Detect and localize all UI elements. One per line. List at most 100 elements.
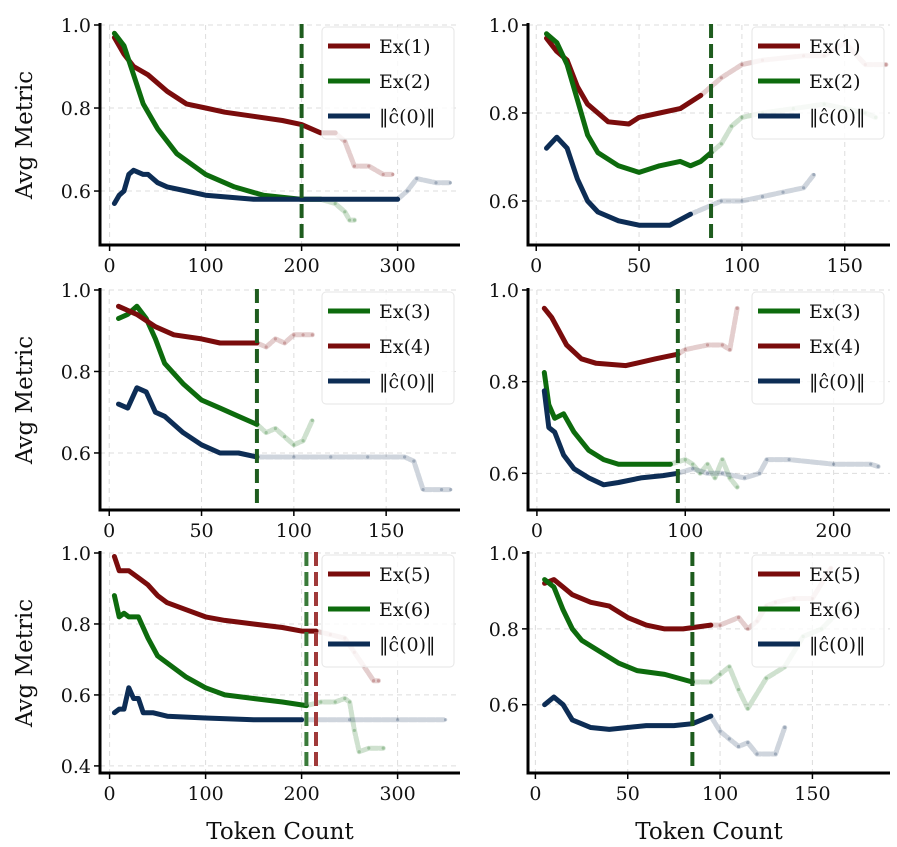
data-point: [884, 63, 888, 67]
data-point: [117, 707, 121, 711]
data-point: [300, 197, 304, 201]
data-point: [348, 197, 352, 201]
data-point: [698, 471, 702, 475]
x-tick-label: 0: [103, 520, 115, 542]
data-point: [705, 462, 710, 466]
x-tick-label: 50: [627, 255, 651, 277]
data-point: [596, 210, 600, 214]
series-line: [544, 134, 693, 228]
data-point: [348, 218, 352, 222]
data-point: [218, 341, 222, 345]
data-point: [141, 102, 145, 106]
legend-box: [751, 26, 885, 140]
data-point: [565, 63, 569, 67]
data-point: [333, 700, 337, 704]
legend-label: Ex(5): [379, 564, 431, 586]
data-point: [555, 41, 559, 45]
data-point: [156, 593, 160, 598]
data-point: [122, 611, 126, 615]
data-point: [736, 615, 741, 620]
data-point: [757, 471, 762, 475]
data-point: [719, 142, 723, 146]
data-point: [184, 189, 188, 193]
data-point: [343, 210, 347, 214]
x-tick-label: 0: [530, 255, 542, 277]
data-point: [283, 341, 287, 345]
legend: Ex(5) Ex(6) ‖ĉ(0)‖: [321, 554, 455, 668]
series-line: [116, 303, 260, 427]
data-point: [586, 133, 590, 137]
panel-bottom-left: 0.4 0.6 0.8 1.0 0 100 200 300 Avg Metric Token Co…: [12, 543, 460, 845]
data-point: [740, 199, 744, 203]
data-point: [184, 675, 188, 679]
data-point: [572, 430, 576, 434]
legend-label: Ex(6): [809, 599, 861, 621]
data-point: [719, 199, 723, 203]
data-point: [765, 457, 769, 462]
data-point: [236, 341, 241, 345]
legend-label: ‖ĉ(0)‖: [379, 106, 436, 128]
data-point: [653, 462, 658, 466]
data-point: [773, 752, 778, 756]
data-point: [343, 696, 347, 701]
data-point: [117, 569, 121, 573]
data-point: [117, 615, 121, 619]
x-tick-label: 300: [379, 783, 415, 805]
data-point: [728, 476, 732, 480]
data-point: [688, 212, 693, 216]
data-point: [575, 85, 579, 89]
data-point: [218, 451, 222, 455]
data-point: [372, 679, 376, 683]
data-point: [112, 201, 116, 206]
data-point: [616, 164, 621, 168]
data-point: [699, 93, 703, 97]
data-point: [564, 343, 569, 347]
y-axis-label: Avg Metric: [12, 71, 38, 200]
legend-label: ‖ĉ(0)‖: [809, 634, 866, 656]
data-point: [542, 370, 546, 375]
x-tick-label: 300: [379, 255, 415, 277]
data-point: [255, 422, 259, 427]
panel-top-left: 0.6 0.8 1.0 0 100 200 300 Avg Metric Ex(1) Ex(2) ‖…: [12, 15, 460, 277]
data-point: [550, 315, 554, 320]
data-point: [746, 741, 750, 745]
data-point: [396, 197, 400, 201]
data-point: [547, 425, 551, 430]
y-tick-label: 1.0: [61, 543, 91, 565]
data-point: [204, 716, 208, 720]
data-point: [561, 585, 565, 589]
data-point: [175, 152, 179, 156]
y-tick-label: 1.0: [61, 280, 91, 302]
data-point: [718, 623, 722, 627]
data-point: [639, 462, 643, 466]
legend-box: [321, 554, 455, 668]
data-point: [439, 488, 444, 492]
legend-label: Ex(6): [379, 599, 431, 621]
data-point: [184, 102, 188, 106]
data-point: [586, 102, 590, 106]
legend-box: [751, 554, 885, 668]
series-line-faded: [675, 457, 881, 481]
y-tick-label: 0.8: [61, 614, 91, 636]
data-point: [764, 676, 768, 680]
data-point: [381, 172, 385, 177]
data-point: [644, 623, 648, 627]
data-point: [165, 89, 169, 94]
data-point: [787, 457, 791, 462]
data-point: [117, 193, 121, 197]
data-point: [352, 728, 356, 733]
data-point: [204, 615, 208, 619]
panel-middle-right: 0.6 0.8 1.0 0 100 200 Ex(3) Ex(4) ‖ĉ(0)‖: [489, 280, 890, 542]
data-point: [688, 164, 693, 168]
data-point: [561, 703, 565, 707]
data-point: [329, 455, 333, 459]
data-point: [126, 312, 130, 317]
data-point: [181, 382, 185, 386]
data-point: [223, 110, 227, 114]
x-tick-label: 0: [104, 783, 116, 805]
data-point: [136, 615, 140, 619]
data-point: [658, 164, 662, 168]
legend-box: [321, 26, 455, 140]
data-point: [718, 729, 722, 733]
legend: Ex(5) Ex(6) ‖ĉ(0)‖: [751, 554, 885, 668]
